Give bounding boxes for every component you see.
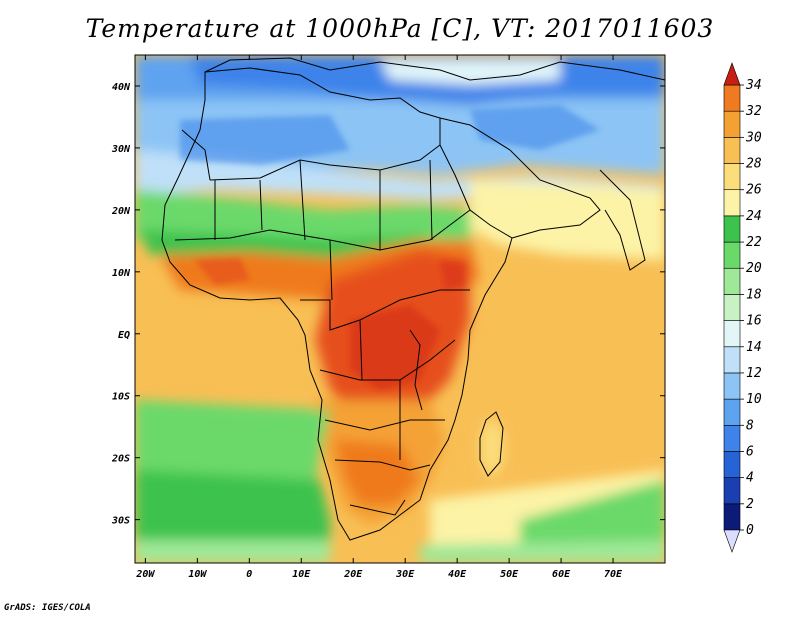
y-tick-label: 20N: [111, 206, 131, 217]
colorbar-label: 18: [746, 287, 762, 302]
x-tick-label: 10E: [292, 569, 311, 580]
x-axis: 20W 10W 0 10E 20E 30E 40E 50E 60E 70E: [135, 55, 623, 580]
colorbar-bin: [723, 398, 741, 426]
colorbar-bin: [723, 241, 741, 269]
colorbar-label: 22: [746, 235, 762, 250]
colorbar-label: 30: [745, 130, 762, 145]
colorbar-max-arrow: [723, 62, 741, 86]
colorbar-label: 28: [746, 157, 762, 172]
colorbar-bin: [723, 424, 741, 452]
y-tick-label: EQ: [118, 330, 130, 341]
colorbar-label: 2: [746, 497, 754, 512]
x-tick-label: 30E: [395, 569, 415, 580]
y-tick-label: 30S: [111, 516, 130, 527]
colorbar-label: 14: [746, 340, 762, 355]
colorbar-min-arrow: [723, 529, 741, 553]
x-tick-label: 70E: [604, 569, 623, 580]
map-title: Temperature at 1000hPa [C], VT: 20170116…: [85, 14, 715, 43]
x-tick-label: 60E: [552, 569, 571, 580]
y-tick-label: 40N: [112, 82, 131, 93]
y-tick-label: 20S: [111, 454, 130, 465]
colorbar-label: 20: [746, 261, 762, 276]
colorbar-label: 34: [745, 78, 762, 93]
colorbar-label: 0: [746, 523, 754, 538]
colorbar-bin: [723, 320, 741, 348]
plot-frame: [134, 54, 666, 564]
colorbar-bin: [723, 84, 741, 112]
colorbar-label: 6: [746, 444, 754, 459]
x-tick-label: 10W: [188, 569, 207, 580]
colorbar-label: 26: [746, 183, 762, 198]
x-tick-label: 20W: [135, 569, 155, 580]
colorbar-bin: [723, 451, 741, 478]
colorbar-bin: [723, 477, 741, 505]
y-tick-label: 30N: [111, 144, 131, 155]
colorbar-label: 32: [745, 104, 762, 119]
colorbar-bin: [723, 215, 741, 243]
colorbar-bin: [723, 137, 741, 164]
colorbar-bin: [723, 503, 741, 531]
colorbar-bin: [723, 294, 741, 321]
colorbar-label: 10: [746, 392, 762, 407]
credit-text: GrADS: IGES/COLA: [4, 603, 91, 613]
x-tick-label: 40E: [448, 569, 467, 580]
coastlines: [161, 57, 665, 541]
colorbar-label: 16: [746, 314, 762, 329]
x-tick-label: 20E: [343, 569, 363, 580]
y-tick-label: 10S: [112, 392, 130, 403]
colorbar-bin: [723, 346, 741, 374]
colorbar-label: 4: [746, 471, 754, 486]
colorbar-bin: [723, 372, 741, 400]
colorbar-label: 12: [746, 366, 762, 381]
colorbar-bin: [723, 267, 741, 295]
temperature-field: [135, 55, 665, 563]
x-tick-label: 0: [246, 569, 252, 580]
colorbar-bin: [723, 189, 741, 217]
colorbar-bin: [723, 163, 741, 191]
colorbar-bin: [723, 110, 741, 138]
x-tick-label: 50E: [500, 569, 519, 580]
colorbar-label: 24: [746, 209, 762, 224]
y-axis: 40N 30N 20N 10N EQ 10S 20S 30S: [111, 82, 665, 527]
colorbar-label: 8: [746, 418, 754, 433]
y-tick-label: 10N: [112, 268, 131, 279]
